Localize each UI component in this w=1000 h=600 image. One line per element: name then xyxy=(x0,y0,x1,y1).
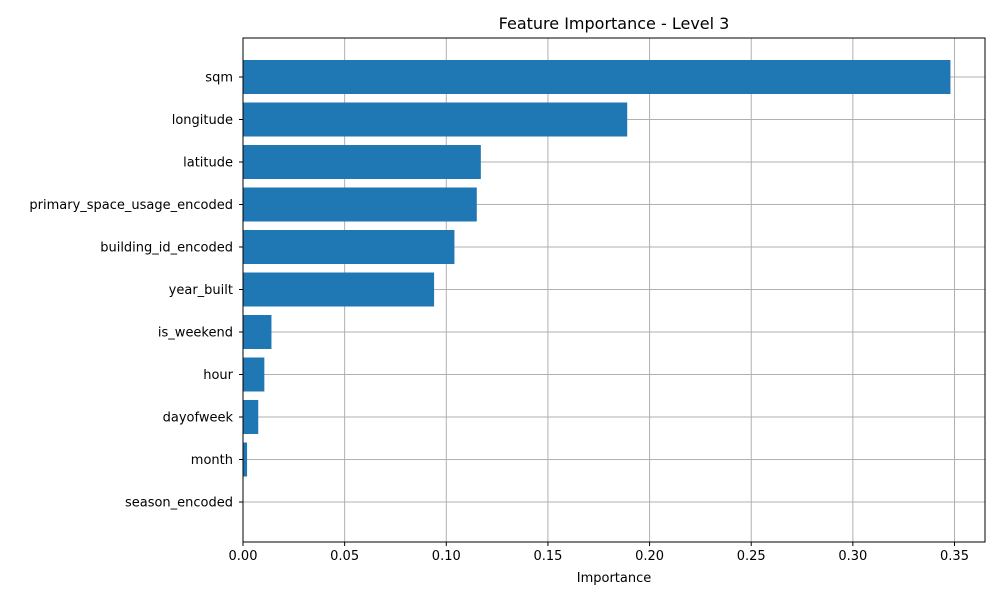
bar-longitude xyxy=(243,102,628,137)
bar-month xyxy=(243,442,248,477)
bars-layer xyxy=(243,60,951,477)
y-tick-label: year_built xyxy=(169,283,233,298)
bar-dayofweek xyxy=(243,400,259,434)
y-tick-label: hour xyxy=(203,368,233,383)
y-ticks: sqm longitude latitude primary_space_usage_… xyxy=(29,71,243,511)
x-tick-label: 0.20 xyxy=(635,549,664,564)
x-axis-label: Importance xyxy=(577,571,652,586)
bar-building-id-encoded xyxy=(243,230,455,264)
y-tick-label: sqm xyxy=(205,71,233,86)
bar-primary-space-usage-encoded xyxy=(243,187,477,222)
x-tick-label: 0.35 xyxy=(940,549,969,564)
bar-sqm xyxy=(243,60,951,94)
chart-title: Feature Importance - Level 3 xyxy=(499,14,730,33)
x-tick-label: 0.30 xyxy=(838,549,867,564)
y-tick-label: primary_space_usage_encoded xyxy=(29,198,233,213)
y-tick-label: month xyxy=(191,453,233,468)
x-tick-label: 0.25 xyxy=(737,549,766,564)
y-tick-label: season_encoded xyxy=(125,496,233,511)
y-tick-label: dayofweek xyxy=(163,411,234,426)
x-tick-label: 0.10 xyxy=(432,549,461,564)
bar-latitude xyxy=(243,145,481,179)
y-tick-label: is_weekend xyxy=(158,326,233,341)
x-tick-label: 0.00 xyxy=(229,549,258,564)
x-tick-label: 0.15 xyxy=(533,549,562,564)
bar-year-built xyxy=(243,272,435,307)
bar-hour xyxy=(243,357,265,392)
y-tick-label: longitude xyxy=(172,113,233,128)
y-tick-label: building_id_encoded xyxy=(100,241,233,256)
x-tick-label: 0.05 xyxy=(330,549,359,564)
y-tick-label: latitude xyxy=(183,156,233,171)
x-ticks: 0.00 0.05 0.10 0.15 0.20 0.25 0.30 0.35 xyxy=(229,542,969,564)
bar-is-weekend xyxy=(243,315,272,349)
